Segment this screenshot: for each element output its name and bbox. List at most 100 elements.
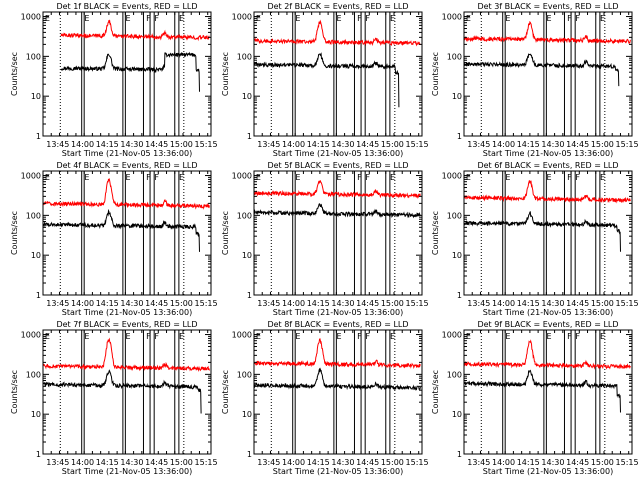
x-tick-label: 14:45 [566,140,589,149]
lld-series-line [464,179,631,204]
interval-label: F [357,332,362,341]
x-tick-label: 14:30 [120,458,143,467]
y-tick-label: 1 [247,450,252,459]
interval-label: F [575,14,580,23]
x-tick-label: 15:15 [616,458,639,467]
interval-label: F [154,14,159,23]
interval-label: E [337,332,342,341]
interval-label: F [567,173,572,182]
interval-label: E [337,14,342,23]
interval-label: E [295,173,300,182]
y-tick-label: 1000 [232,172,252,181]
y-tick-label: 100 [237,52,252,61]
y-tick-label: 1000 [21,13,41,22]
y-tick-label: 10 [242,92,252,101]
x-tick-label: 15:00 [381,458,404,467]
x-tick-label: 14:15 [517,299,540,308]
interval-label: E [45,332,50,341]
interval-label: E [45,173,50,182]
x-axis-label: Start Time (21-Nov-05 13:36:00) [273,308,403,317]
interval-label: F [154,173,159,182]
x-tick-label: 13:45 [257,458,280,467]
y-tick-label: 100 [26,52,41,61]
y-tick-label: 10 [31,251,41,260]
x-tick-label: 14:15 [517,458,540,467]
x-axis-label: Start Time (21-Nov-05 13:36:00) [62,308,192,317]
y-tick-label: 10 [242,251,252,260]
panel-title: Det 9f BLACK = Events, RED = LLD [477,320,618,329]
interval-label: E [84,332,89,341]
x-tick-label: 14:15 [307,299,330,308]
lld-series-line [464,339,631,370]
interval-label: E [505,173,510,182]
x-tick-label: 14:30 [331,140,354,149]
x-tick-label: 15:00 [591,299,614,308]
x-tick-label: 14:45 [566,299,589,308]
plot-frame [42,329,212,455]
x-tick-label: 15:15 [406,299,429,308]
panel-title: Det 3f BLACK = Events, RED = LLD [477,2,618,11]
interval-label: E [547,332,552,341]
lld-series-line [43,337,210,373]
y-axis-label: Counts/sec [10,370,19,414]
panel-title: Det 5f BLACK = Events, RED = LLD [267,161,408,170]
y-axis-label: Counts/sec [10,52,19,96]
x-tick-label: 15:15 [406,458,429,467]
panel-title: Det 8f BLACK = Events, RED = LLD [267,320,408,329]
x-tick-label: 14:00 [71,140,94,149]
y-tick-label: 100 [447,370,462,379]
interval-label: E [390,173,395,182]
lld-series-line [60,19,210,42]
lld-series-line [254,180,421,199]
x-tick-label: 14:00 [282,299,305,308]
y-tick-label: 1000 [232,13,252,22]
x-axis-label: Start Time (21-Nov-05 13:36:00) [62,467,192,476]
panel-title: Det 6f BLACK = Events, RED = LLD [477,161,618,170]
y-axis-label: Counts/sec [221,370,230,414]
x-tick-label: 14:15 [96,140,119,149]
x-tick-label: 14:15 [307,140,330,149]
y-tick-label: 1 [457,291,462,300]
x-tick-label: 15:15 [616,140,639,149]
interval-label: E [295,332,300,341]
lld-series-line [254,19,421,47]
events-series-line [464,53,620,87]
y-tick-label: 1000 [21,331,41,340]
y-tick-label: 1000 [21,172,41,181]
x-tick-label: 15:15 [195,140,218,149]
panel-title: Det 1f BLACK = Events, RED = LLD [56,2,197,11]
interval-label: E [547,173,552,182]
x-axis-label: Start Time (21-Nov-05 13:36:00) [483,467,613,476]
x-tick-label: 13:45 [467,458,490,467]
x-tick-label: 14:00 [282,140,305,149]
y-tick-label: 100 [447,52,462,61]
interval-label: E [126,14,131,23]
y-tick-label: 10 [452,410,462,419]
y-tick-label: 100 [237,370,252,379]
y-tick-label: 100 [26,211,41,220]
plot-frame [42,170,212,296]
x-tick-label: 14:15 [517,140,540,149]
x-tick-label: 14:00 [492,458,515,467]
events-series-line [464,369,621,413]
interval-label: E [337,173,342,182]
x-tick-label: 15:15 [195,458,218,467]
interval-label: E [179,332,184,341]
interval-label: E [179,173,184,182]
interval-label: F [567,14,572,23]
x-tick-label: 13:45 [257,140,280,149]
interval-label: E [84,14,89,23]
x-tick-label: 14:30 [331,299,354,308]
interval-label: F [365,173,370,182]
x-tick-label: 13:45 [257,299,280,308]
events-series-line [43,369,202,414]
x-tick-label: 15:15 [616,299,639,308]
interval-label: E [390,14,395,23]
y-tick-label: 10 [242,410,252,419]
events-series-line [254,203,421,219]
